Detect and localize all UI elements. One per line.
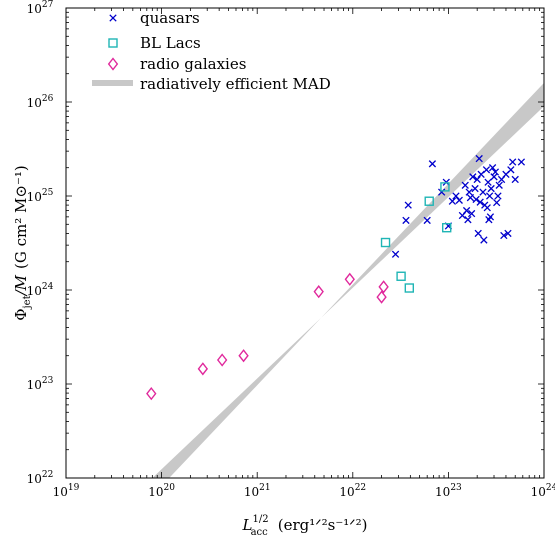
radio-galaxies-point — [238, 349, 249, 363]
quasars-point — [471, 184, 479, 193]
quasars-point — [494, 192, 502, 200]
x-tick-label: 1023 — [435, 483, 462, 499]
quasars-point — [484, 178, 492, 186]
radio-galaxies-point — [216, 353, 228, 367]
radio-galaxies-point — [313, 285, 324, 299]
y-axis-label-units: (G cm² M⊙⁻¹) — [12, 165, 30, 269]
quasars-point — [428, 160, 437, 168]
quasars-point — [437, 188, 446, 196]
x-tick-label: 1024 — [531, 483, 555, 499]
quasars-point — [485, 192, 494, 200]
quasars-point — [479, 188, 487, 196]
legend-icon-bl-lacs — [108, 38, 118, 48]
quasars-point — [507, 166, 515, 174]
x-tick-label: 1019 — [53, 483, 80, 499]
x-axis-label-main: L — [242, 516, 253, 534]
legend: quasars BL Lacs radio galaxies radiatively … — [92, 9, 331, 93]
x-axis-label-units: (erg¹ᐟ²s⁻¹ᐟ²) — [278, 516, 368, 534]
quasars-point — [474, 229, 482, 238]
legend-label-radio-galaxies: radio galaxies — [140, 55, 246, 73]
quasars-point — [473, 175, 481, 184]
quasars-point — [402, 216, 410, 225]
radio-galaxies-point — [376, 290, 387, 304]
axis-ticks — [65, 7, 545, 479]
radio-galaxies-point — [146, 386, 157, 401]
quasars-point — [488, 164, 497, 172]
quasars-point — [476, 198, 484, 206]
quasars-point — [452, 192, 460, 200]
y-axis-label-mid: /M — [12, 274, 30, 297]
x-tick-labels: 1019 1020 1021 1022 1023 1024 — [53, 483, 555, 499]
quasars-point — [467, 209, 476, 218]
quasars-point — [472, 195, 480, 204]
y-axis-label-sub: jet — [22, 295, 33, 309]
quasars-point — [469, 173, 477, 181]
quasars-point — [423, 216, 431, 225]
y-tick-label: 1026 — [27, 94, 54, 110]
quasars-point — [404, 201, 412, 209]
quasars-point — [486, 213, 495, 221]
quasars-point — [487, 184, 495, 193]
quasars-point — [511, 175, 519, 184]
y-tick-label: 1023 — [27, 376, 54, 392]
quasars-point — [517, 158, 526, 166]
x-tick-label: 1021 — [244, 483, 271, 499]
quasars-point — [480, 236, 488, 244]
legend-label-mad-band: radiatively efficient MAD — [140, 75, 331, 93]
bl-lacs-point — [442, 223, 452, 233]
y-tick-label: 1027 — [27, 0, 54, 16]
quasars-point — [483, 204, 491, 212]
x-axis-label-sub: acc — [251, 527, 269, 538]
quasars-point — [465, 188, 473, 196]
y-axis-label: Φjet/M (G cm² M⊙⁻¹) — [12, 165, 33, 321]
bl-lacs-point — [396, 271, 406, 281]
y-tick-labels: 1022 1023 1024 1025 1026 1027 — [27, 0, 54, 486]
legend-label-bl-lacs: BL Lacs — [140, 34, 201, 52]
quasars-point — [491, 168, 500, 176]
radio-galaxies-point — [378, 280, 389, 294]
legend-icon-radio-galaxies — [107, 57, 119, 71]
quasars-point — [475, 154, 483, 163]
x-axis-label-sup: 1/2 — [252, 514, 268, 525]
quasars-point — [495, 181, 503, 189]
quasars-point — [500, 231, 508, 240]
quasars-point — [455, 196, 463, 204]
quasars-point — [482, 166, 491, 174]
legend-icon-quasars — [109, 14, 117, 22]
y-tick-label: 1024 — [27, 282, 54, 298]
quasars-point — [391, 250, 400, 258]
radio-galaxies-point — [197, 362, 209, 376]
quasars-point — [508, 158, 517, 166]
quasars-point — [461, 181, 469, 189]
bl-lacs-point — [440, 182, 450, 192]
quasars-point — [464, 216, 472, 224]
bl-lacs-point — [424, 196, 434, 206]
plot-frame — [65, 7, 545, 479]
quasars-point — [493, 198, 501, 207]
y-axis-label-main: Φ — [12, 308, 30, 320]
y-tick-label: 1022 — [27, 470, 54, 486]
bl-lacs-point — [404, 283, 415, 293]
quasars-point — [504, 229, 512, 238]
quasars-point — [448, 197, 457, 205]
legend-label-quasars: quasars — [140, 9, 200, 27]
y-tick-label: 1025 — [27, 188, 54, 204]
quasars-point — [466, 194, 475, 202]
quasars-point — [462, 206, 471, 215]
radio-galaxies-point — [344, 272, 355, 286]
bl-lacs-point — [380, 237, 391, 248]
data-points-layer — [146, 154, 526, 401]
x-tick-label: 1022 — [339, 483, 366, 499]
x-tick-label: 1020 — [148, 483, 175, 499]
x-axis-label: L1/2 acc (erg¹ᐟ²s⁻¹ᐟ²) — [242, 514, 368, 538]
